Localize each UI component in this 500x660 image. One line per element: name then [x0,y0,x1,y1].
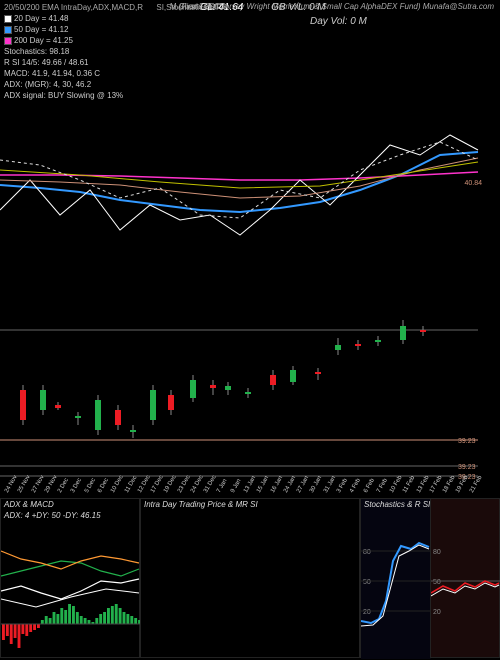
ticker: M Charts FDTS [170,2,226,11]
stoch-panel: Stochastics & R SI 80 50 20 [360,498,430,658]
title-left: 20/50/200 EMA IntraDay,ADX,MACD,R [4,3,143,12]
adxsig-label: ADX signal: BUY Slowing @ 13% [4,91,123,100]
ema20-swatch [4,15,12,23]
rsi-panel: 80 50 20 [430,498,500,658]
svg-text:50: 50 [433,579,441,586]
ema200-swatch [4,37,12,45]
adx-title: ADX & MACD [4,500,54,509]
ema20-label: 20 Day = 41.48 [14,14,68,23]
svg-text:50: 50 [363,579,371,586]
svg-text:20: 20 [363,609,371,616]
x-axis: 24 Nov25 Nov27 Nov29 Nov2 Dec3 Dec5 Dec6… [0,483,480,495]
adx-macd-panel: ADX & MACD ADX: 4 +DY: 50 -DY: 46.15 [0,498,140,658]
ema-chart: 40.84 [0,120,480,250]
gb-vl: GB V/L: 0 M [271,2,325,13]
svg-text:20: 20 [433,609,441,616]
candle-chart: 39.2339.2339.23 [0,290,480,480]
stoch-label: Stochastics: 98.18 [4,47,69,56]
header-block: 20/50/200 EMA IntraDay,ADX,MACD,R SI,Sto… [4,2,496,101]
chart1-ylabel: 40.84 [464,180,482,187]
indicator-panels: ADX & MACD ADX: 4 +DY: 50 -DY: 46.15 Int… [0,498,500,658]
rsi-label: R SI 14/5: 49.66 / 48.61 [4,58,89,67]
adx-label: ADX: (MGR): 4, 30, 46.2 [4,80,91,89]
adx-sub: ADX: 4 +DY: 50 -DY: 46.15 [4,511,101,520]
intraday-title: Intra Day Trading Price & MR SI [144,500,258,509]
intraday-panel: Intra Day Trading Price & MR SI [140,498,360,658]
svg-text:80: 80 [433,549,441,556]
day-vol: Day Vol: 0 M [310,16,367,27]
macd-label: MACD: 41.9, 41.94, 0.36 C [4,69,100,78]
svg-text:80: 80 [363,549,371,556]
svg-text:39.23: 39.23 [458,438,476,445]
ema200-label: 200 Day = 41.25 [14,36,73,45]
ema50-label: 50 Day = 41.12 [14,25,68,34]
ema50-swatch [4,26,12,34]
svg-text:39.23: 39.23 [458,464,476,471]
stoch-title: Stochastics & R SI [364,500,430,509]
